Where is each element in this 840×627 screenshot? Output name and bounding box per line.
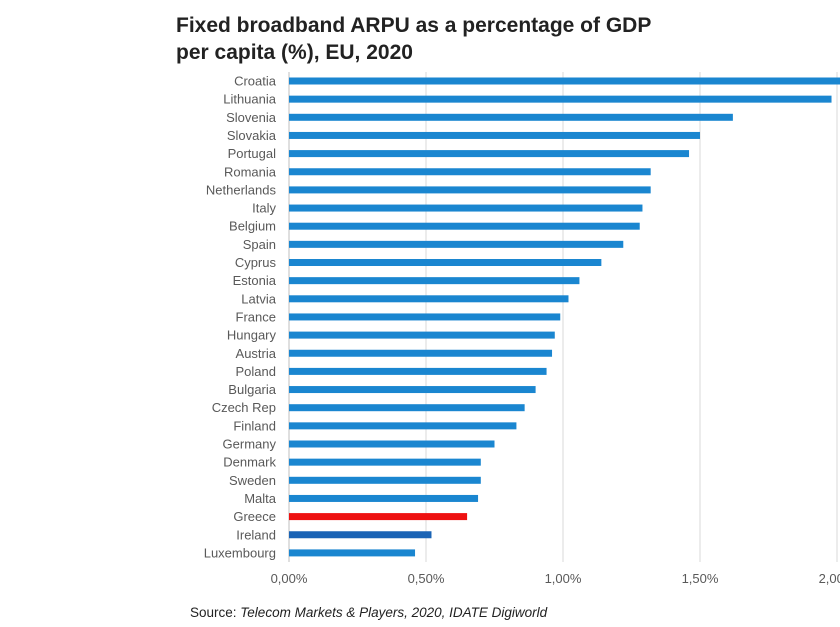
category-label-france: France: [236, 309, 276, 324]
bar-latvia: [289, 295, 569, 303]
category-label-bulgaria: Bulgaria: [228, 382, 276, 397]
source-label: Source:: [190, 605, 237, 620]
bar-belgium: [289, 222, 640, 230]
source-text: Telecom Markets & Players, 2020, IDATE D…: [240, 605, 548, 620]
category-label-sweden: Sweden: [229, 473, 276, 488]
category-label-austria: Austria: [236, 346, 277, 361]
chart-title: Fixed broadband ARPU as a percentage of …: [176, 12, 736, 66]
bar-france: [289, 313, 561, 321]
x-tick-label-0: 0,00%: [271, 571, 308, 586]
bar-sweden: [289, 476, 481, 484]
category-label-czech-rep: Czech Rep: [212, 400, 276, 415]
category-label-lithuania: Lithuania: [223, 92, 277, 107]
bar-romania: [289, 168, 651, 176]
bar-ireland: [289, 531, 432, 539]
category-label-netherlands: Netherlands: [206, 182, 277, 197]
category-label-slovenia: Slovenia: [226, 110, 277, 125]
source-note: Source: Telecom Markets & Players, 2020,…: [190, 605, 547, 620]
bar-poland: [289, 367, 547, 375]
bar-malta: [289, 494, 479, 502]
category-label-hungary: Hungary: [227, 328, 277, 343]
bar-bulgaria: [289, 386, 536, 394]
category-label-ireland: Ireland: [236, 527, 276, 542]
bar-finland: [289, 422, 517, 430]
category-label-estonia: Estonia: [233, 273, 277, 288]
category-label-poland: Poland: [236, 364, 276, 379]
category-label-cyprus: Cyprus: [235, 255, 277, 270]
category-label-luxembourg: Luxembourg: [204, 545, 276, 560]
bar-croatia: [289, 77, 840, 85]
category-label-romania: Romania: [224, 164, 277, 179]
bar-germany: [289, 440, 495, 448]
category-label-latvia: Latvia: [241, 291, 276, 306]
bar-spain: [289, 240, 624, 248]
bar-greece: [289, 513, 468, 521]
category-label-germany: Germany: [223, 437, 277, 452]
category-label-spain: Spain: [243, 237, 276, 252]
bar-estonia: [289, 277, 580, 285]
bar-portugal: [289, 150, 690, 158]
bar-denmark: [289, 458, 481, 466]
category-label-belgium: Belgium: [229, 219, 276, 234]
chart-title-line-1: Fixed broadband ARPU as a percentage of …: [176, 14, 652, 37]
category-label-slovakia: Slovakia: [227, 128, 277, 143]
bar-hungary: [289, 331, 555, 339]
x-tick-label-2: 1,00%: [545, 571, 582, 586]
bar-italy: [289, 204, 643, 212]
category-label-greece: Greece: [233, 509, 276, 524]
bar-austria: [289, 349, 553, 357]
category-label-malta: Malta: [244, 491, 277, 506]
x-tick-label-4: 2,00%: [819, 571, 840, 586]
bar-lithuania: [289, 95, 832, 103]
x-tick-label-3: 1,50%: [682, 571, 719, 586]
category-label-denmark: Denmark: [223, 455, 276, 470]
bar-slovakia: [289, 131, 700, 139]
category-label-portugal: Portugal: [228, 146, 277, 161]
category-label-italy: Italy: [252, 201, 276, 216]
bar-cyprus: [289, 259, 602, 266]
bar-czech-rep: [289, 404, 525, 412]
bar-netherlands: [289, 186, 651, 194]
bar-slovenia: [289, 113, 733, 121]
chart-title-line-2: per capita (%), EU, 2020: [176, 41, 413, 64]
category-label-finland: Finland: [233, 418, 276, 433]
category-label-croatia: Croatia: [234, 74, 277, 89]
bar-luxembourg: [289, 549, 416, 557]
x-tick-label-1: 0,50%: [408, 571, 445, 586]
